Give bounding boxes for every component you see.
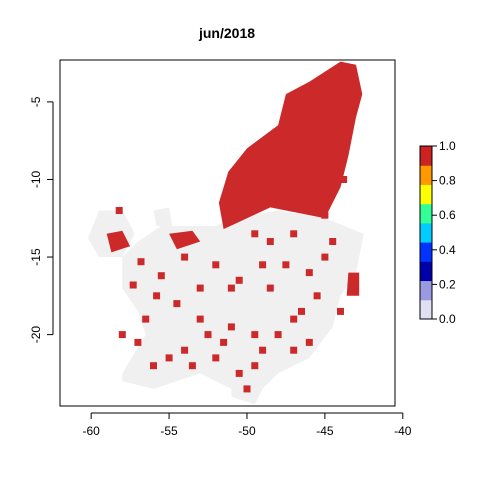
positive-cell-11	[282, 261, 290, 269]
positive-cell-1	[137, 258, 145, 266]
positive-cell-46	[305, 183, 313, 191]
colorbar-swatch	[420, 184, 432, 205]
positive-cell-19	[204, 331, 212, 339]
colorbar-swatch	[420, 222, 432, 243]
positive-cell-23	[305, 338, 313, 346]
positive-cell-20	[227, 323, 235, 331]
positive-cell-14	[337, 307, 344, 315]
y-tick-label: -20	[29, 326, 43, 344]
colorbar-tick-label: 0.6	[439, 208, 456, 222]
x-tick-label: -45	[316, 424, 334, 438]
positive-cell-34	[212, 354, 220, 362]
positive-cell-26	[150, 362, 157, 370]
positive-cell-37	[321, 253, 329, 261]
positive-cell-31	[134, 338, 142, 346]
colorbar-tick-label: 0.8	[439, 174, 456, 188]
positive-cell-32	[142, 315, 150, 323]
positive-cell-12	[305, 269, 313, 277]
positive-cell-3	[181, 253, 189, 261]
positive-cell-8	[235, 276, 243, 284]
positive-cell-24	[165, 354, 173, 362]
map-layer	[88, 61, 364, 405]
positive-cell-25	[181, 346, 189, 354]
positive-cell-36	[266, 284, 274, 292]
positive-cell-18	[220, 338, 228, 346]
positive-cell-43	[129, 281, 137, 289]
colorbar-tick-label: 0.0	[439, 312, 456, 326]
positive-cell-7	[227, 284, 235, 292]
positive-region-4	[106, 230, 131, 253]
positive-cell-30	[243, 385, 251, 393]
colorbar-swatch	[420, 242, 432, 262]
positive-cell-6	[212, 261, 220, 269]
x-tick-label: -55	[160, 424, 178, 438]
positive-cell-10	[266, 238, 274, 245]
positive-region-5	[169, 230, 201, 250]
positive-cell-9	[259, 261, 267, 269]
positive-cell-22	[290, 346, 298, 354]
colorbar-swatch	[420, 165, 432, 185]
colorbar-tick-label: 1.0	[439, 139, 456, 153]
positive-cell-16	[274, 331, 282, 339]
y-tick-label: -15	[29, 248, 43, 266]
positive-cell-27	[188, 362, 196, 370]
colorbar-swatch	[420, 299, 432, 320]
plot-frame	[59, 59, 396, 407]
positive-cell-40	[251, 230, 259, 238]
chart-title: jun/2018	[198, 25, 255, 41]
positive-cell-13	[313, 292, 321, 300]
x-tick-label: -50	[238, 424, 256, 438]
colorbar-frame	[419, 145, 433, 320]
zero-region-2	[153, 207, 173, 226]
positive-cell-17	[251, 331, 259, 339]
y-tick-label: -5	[29, 96, 43, 107]
positive-cell-5	[173, 300, 181, 308]
positive-cell-21	[259, 346, 267, 354]
y-tick-label: -10	[29, 170, 43, 188]
positive-cell-45	[340, 176, 348, 183]
colorbar-legend: 0.0 0.2 0.4 0.6 0.8 1.0	[419, 139, 456, 326]
positive-region-3	[218, 61, 363, 230]
positive-cell-0	[115, 207, 123, 214]
colorbar-swatch	[420, 146, 432, 166]
positive-cell-2	[157, 272, 165, 280]
positive-cell-29	[235, 369, 243, 377]
colorbar-swatch	[420, 280, 432, 301]
positive-cell-33	[118, 331, 126, 339]
positive-cell-4	[196, 284, 204, 292]
positive-cell-44	[321, 211, 329, 219]
positive-cell-39	[290, 230, 298, 238]
positive-cell-15	[290, 315, 298, 323]
positive-cell-41	[196, 315, 204, 323]
positive-cell-42	[153, 292, 161, 300]
x-axis: -60 -55 -50 -45 -40	[82, 412, 412, 438]
positive-region-6	[346, 272, 360, 296]
positive-cell-38	[329, 238, 337, 245]
x-tick-label: -60	[82, 424, 100, 438]
positive-cell-28	[251, 362, 259, 370]
colorbar-tick-label: 0.4	[439, 243, 456, 257]
x-tick-label: -40	[394, 424, 412, 438]
positive-cell-35	[298, 307, 305, 315]
colorbar-swatch	[420, 261, 432, 282]
y-axis: -5 -10 -15 -20	[29, 96, 54, 344]
zero-region-0	[122, 210, 364, 405]
colorbar-swatch	[420, 203, 432, 224]
colorbar-tick-label: 0.2	[439, 277, 456, 291]
